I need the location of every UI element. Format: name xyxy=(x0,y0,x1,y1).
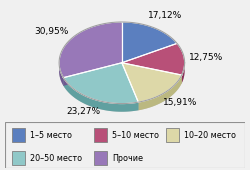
Polygon shape xyxy=(122,63,138,110)
Text: 15,91%: 15,91% xyxy=(163,98,198,107)
Bar xyxy=(94,128,107,142)
Text: 12,75%: 12,75% xyxy=(189,53,223,62)
Text: 20–50 место: 20–50 место xyxy=(30,154,82,163)
Polygon shape xyxy=(182,63,185,83)
Bar xyxy=(12,151,26,165)
Text: 5–10 место: 5–10 место xyxy=(112,131,159,140)
Polygon shape xyxy=(122,63,138,110)
Polygon shape xyxy=(59,30,185,112)
Text: 10–20 место: 10–20 место xyxy=(184,131,236,140)
Text: 30,95%: 30,95% xyxy=(35,27,69,36)
Text: 23,27%: 23,27% xyxy=(67,107,101,116)
Polygon shape xyxy=(122,63,182,83)
Polygon shape xyxy=(122,43,185,75)
Polygon shape xyxy=(64,78,138,112)
Text: Прочие: Прочие xyxy=(112,154,143,163)
Polygon shape xyxy=(64,63,122,86)
Bar xyxy=(12,128,26,142)
Polygon shape xyxy=(122,63,182,83)
Polygon shape xyxy=(59,22,122,78)
Text: 1–5 место: 1–5 место xyxy=(30,131,72,140)
Text: 17,12%: 17,12% xyxy=(148,11,182,20)
Polygon shape xyxy=(122,63,182,102)
Polygon shape xyxy=(138,75,182,110)
Bar xyxy=(94,151,107,165)
Bar xyxy=(166,128,179,142)
Polygon shape xyxy=(64,63,122,86)
Polygon shape xyxy=(64,63,138,104)
Polygon shape xyxy=(122,22,177,63)
Polygon shape xyxy=(59,63,64,86)
